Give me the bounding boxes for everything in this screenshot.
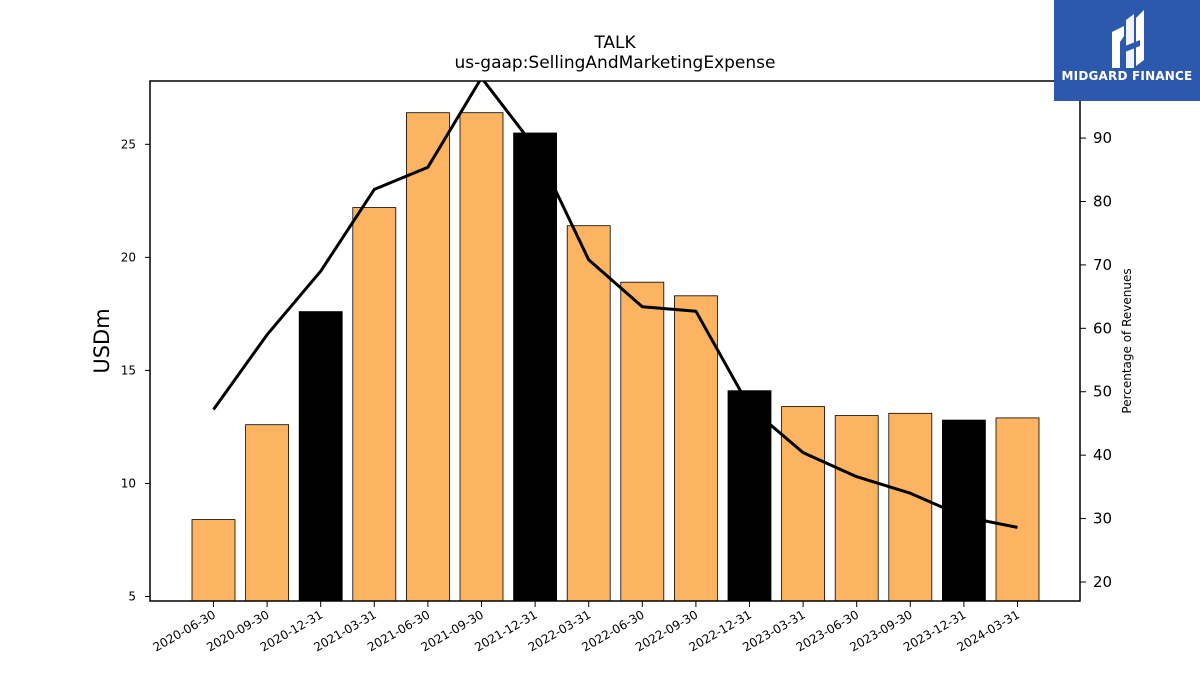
bar-2021-09-30: [459, 112, 504, 602]
bar-2020-06-30: [191, 519, 236, 602]
midgard-finance-logo: MIDGARD FINANCE: [1054, 0, 1200, 101]
right-axis: 20 30 40 50 60 70 80 90: [1080, 129, 1112, 591]
y-right-tick-label: 20: [1093, 573, 1112, 591]
plot-frame: [149, 80, 1081, 602]
y-axis-label-right: Percentage of Revenues: [1120, 268, 1134, 413]
y-tick-label: 25: [121, 137, 136, 151]
y-tick-label: 10: [121, 476, 136, 490]
y-tick-label: 15: [121, 363, 136, 377]
y-right-tick-label: 80: [1093, 192, 1112, 210]
x-axis: 2020-06-302020-09-302020-12-312021-03-31…: [151, 601, 1022, 654]
bar-2021-03-31: [352, 207, 397, 602]
line-series: [212, 81, 1018, 529]
chart-title: TALK: [593, 33, 636, 53]
bar-2020-12-31: [298, 311, 343, 602]
bar-2022-09-30: [674, 295, 718, 602]
logo-mark-icon: [1112, 10, 1144, 68]
bar-2021-12-31: [513, 132, 557, 602]
y-right-tick-label: 90: [1093, 129, 1112, 147]
left-axis: 5 10 15 20 25: [121, 137, 150, 603]
bar-2022-03-31: [566, 225, 611, 602]
y-right-tick-label: 40: [1093, 446, 1112, 464]
line-series-group: [212, 81, 1018, 529]
bar-2023-09-30: [888, 412, 933, 602]
bar-2022-12-31: [727, 390, 772, 602]
chart-subtitle: us-gaap:SellingAndMarketingExpense: [455, 53, 776, 73]
y-right-tick-label: 70: [1093, 256, 1112, 274]
y-axis-label: USDm: [90, 308, 114, 373]
y-right-tick-label: 60: [1093, 319, 1112, 337]
y-tick-label: 20: [121, 250, 136, 264]
bar-2021-06-30: [405, 112, 450, 602]
y-tick-label: 5: [128, 589, 136, 603]
y-right-tick-label: 30: [1093, 510, 1112, 528]
y-right-tick-label: 50: [1093, 383, 1112, 401]
bar-2024-03-31: [995, 417, 1040, 602]
bar-2023-03-31: [781, 406, 825, 602]
bar-2020-09-30: [245, 424, 290, 602]
logo-text: MIDGARD FINANCE: [1061, 69, 1193, 83]
bar-2023-06-30: [834, 415, 879, 602]
bar-group: [191, 112, 1040, 602]
bar-2022-06-30: [620, 281, 665, 602]
